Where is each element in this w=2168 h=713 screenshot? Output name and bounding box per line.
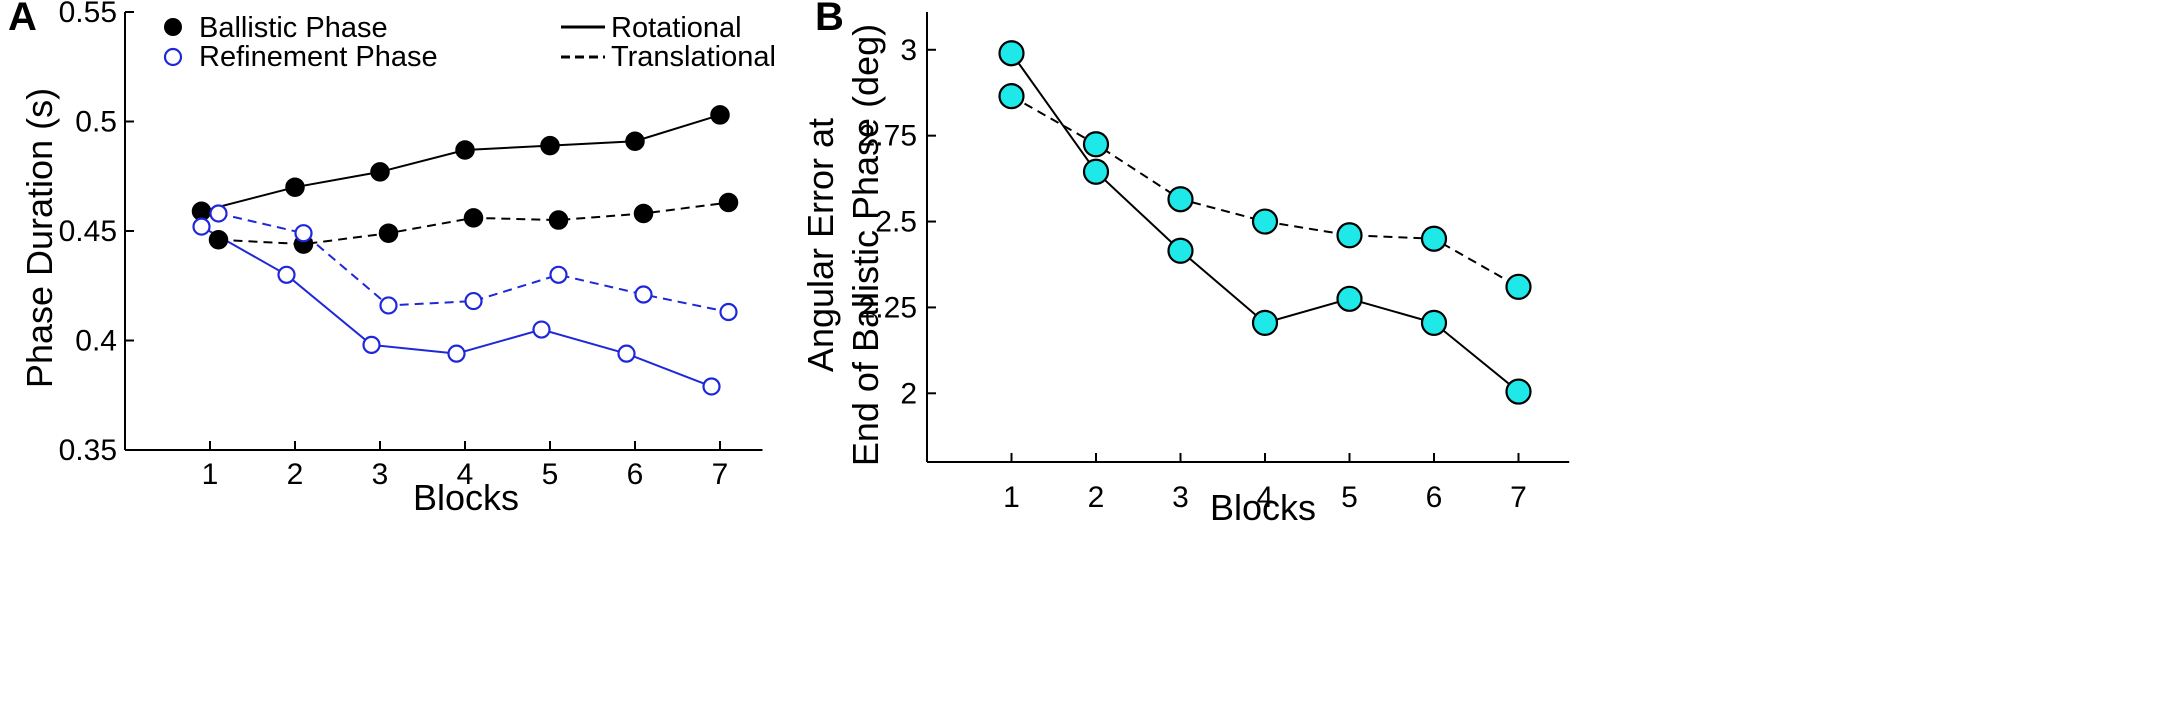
panel-b: B 2 2.25 2.5 2.75 3 1 2 3 4 5 6 7 Blocks Angular Error… — [800, 0, 1570, 528]
data-point-ballistic-translational — [463, 208, 484, 228]
legend-marker-refinement — [163, 47, 183, 67]
data-point-refinement-translational — [719, 302, 738, 322]
panel-b-label: B — [815, 0, 844, 39]
panel-b-y-tick-label: 2.5 — [875, 206, 917, 239]
data-point-rotational — [1420, 309, 1448, 336]
data-point-refinement-translational — [634, 285, 653, 304]
data-point-ballistic-translational — [633, 203, 654, 224]
legend-marker-ballistic — [164, 18, 182, 36]
data-point-translational — [1167, 186, 1194, 213]
data-point-ballistic-translational — [378, 223, 399, 243]
panel-b-y-tick-label: 3 — [900, 34, 917, 67]
panel-a-x-tick-label: 6 — [627, 458, 644, 491]
panel-b-x-tick-label: 7 — [1510, 481, 1527, 514]
data-point-translational — [1420, 225, 1448, 252]
data-point-refinement-rotational — [447, 344, 466, 363]
panel-a-y-tick-label: 0.5 — [75, 106, 117, 139]
data-point-rotational — [998, 40, 1025, 67]
panel-a-y-tick-label: 0.45 — [59, 215, 117, 248]
panel-a-x-tick-label: 7 — [712, 458, 729, 491]
data-point-refinement-translational — [379, 296, 398, 315]
panel-b-x-tick-label: 4 — [1257, 481, 1274, 514]
panel-a-x-tick-label: 1 — [202, 458, 219, 491]
panel-a-label: A — [8, 0, 37, 39]
series-line-ballistic-rotational — [201, 113, 721, 213]
panel-b-y-tick-label: 2.75 — [859, 120, 917, 153]
data-point-refinement-rotational — [192, 217, 211, 236]
data-point-ballistic-translational — [548, 210, 569, 230]
data-point-refinement-rotational — [277, 265, 296, 284]
data-point-refinement-translational — [464, 291, 483, 311]
data-point-ballistic-rotational — [370, 162, 390, 182]
data-point-refinement-rotational — [702, 377, 721, 396]
data-point-refinement-translational — [209, 204, 228, 223]
data-point-rotational — [1167, 237, 1194, 264]
legend-label-translational: Translational — [611, 41, 776, 73]
data-point-translational — [998, 83, 1025, 110]
data-point-ballistic-translational — [718, 192, 739, 213]
data-point-refinement-rotational — [362, 335, 381, 354]
data-point-rotational — [1082, 158, 1110, 185]
panel-b-x-axis-label: Blocks — [1210, 487, 1316, 528]
data-point-rotational — [1505, 378, 1532, 405]
panel-b-x-tick-label: 5 — [1341, 481, 1358, 514]
data-point-ballistic-rotational — [540, 135, 560, 156]
data-point-refinement-translational — [294, 224, 313, 243]
panel-b-x-tick-label: 2 — [1088, 481, 1105, 514]
data-point-refinement-translational — [549, 265, 568, 284]
data-point-translational — [1082, 131, 1110, 158]
data-point-translational — [1505, 273, 1532, 300]
data-point-ballistic-rotational — [285, 177, 305, 197]
data-point-ballistic-rotational — [625, 131, 645, 151]
data-point-translational — [1251, 208, 1279, 235]
panel-a-x-tick-label: 2 — [287, 458, 304, 491]
panel-b-y-tick-label: 2 — [900, 377, 917, 410]
legend-label-ballistic: Ballistic Phase — [199, 12, 388, 44]
panel-b-x-tick-label: 6 — [1426, 481, 1443, 514]
panel-a-y-tick-label: 0.35 — [59, 434, 117, 467]
panel-b-y-axis-label-line-2: End of Ballistic Phase (deg) — [845, 24, 886, 466]
panel-a-y-tick-label: 0.4 — [75, 325, 117, 358]
legend-label-refinement: Refinement Phase — [199, 41, 438, 73]
data-point-rotational — [1251, 309, 1279, 336]
panel-b-y-axis-label-line-1: Angular Error at — [800, 118, 841, 372]
data-point-refinement-rotational — [532, 320, 551, 339]
data-point-rotational — [1336, 285, 1363, 312]
legend-label-rotational: Rotational — [611, 12, 742, 44]
panel-b-y-tick-label: 2.25 — [859, 291, 917, 324]
panel-b-x-tick-label: 3 — [1172, 481, 1189, 514]
series-line-translational — [1011, 95, 1519, 288]
data-point-ballistic-rotational — [710, 105, 730, 125]
panel-a-x-tick-label: 3 — [372, 458, 389, 491]
panel-a-y-axis-label: Phase Duration (s) — [19, 88, 60, 388]
panel-a-x-tick-label: 5 — [542, 458, 559, 491]
data-point-translational — [1336, 222, 1363, 249]
panel-a-x-axis-label: Blocks — [413, 477, 519, 518]
panel-a: A 0.35 0.4 0.45 0.5 0.55 1 2 3 4 5 6 7 Blocks Phase Du… — [8, 0, 776, 518]
data-point-refinement-rotational — [617, 344, 636, 363]
data-point-ballistic-translational — [208, 230, 229, 250]
panel-b-x-tick-label: 1 — [1003, 481, 1020, 514]
panel-a-y-tick-label: 0.55 — [59, 0, 117, 29]
panel-a-x-tick-label: 4 — [457, 458, 474, 491]
data-point-ballistic-rotational — [455, 140, 475, 160]
